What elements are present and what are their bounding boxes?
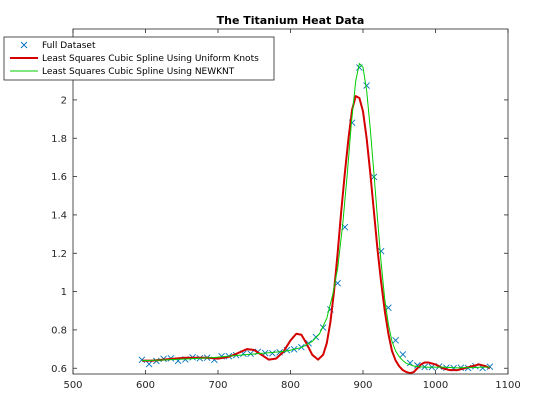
legend-label: Least Squares Cubic Spline Using NEWKNT [42,67,235,77]
y-tick-label: 0.8 [51,325,67,336]
series-layer [138,63,494,374]
plot-area [73,29,508,374]
x-tick-label: 500 [63,380,82,391]
data-point [399,351,407,358]
series-line-2 [141,63,490,369]
x-tick-label: 800 [281,380,300,391]
x-tick-label: 1100 [495,380,520,391]
data-point [247,350,254,358]
legend-marker-swatch [20,41,28,49]
data-point [145,360,153,368]
y-tick-label: 1.8 [51,134,67,145]
y-tick-label: 0.6 [51,364,67,375]
y-tick-label: 1 [61,287,67,298]
x-tick-label: 600 [136,380,155,391]
x-tick-label: 700 [208,380,227,391]
data-point [269,349,276,357]
chart-title: The Titanium Heat Data [217,14,365,27]
data-point [138,356,146,364]
legend: Full Dataset Least Squares Cubic Spline U… [3,36,275,81]
y-tick-label: 1.2 [51,249,67,260]
legend-box [3,36,275,81]
data-point [377,247,385,255]
y-tick-label: 1.6 [51,172,67,183]
axes-layer: 500 600 700 800 900 1000 1100 0.6 0.8 1 1.2 1.4 1.6 1… [51,28,521,391]
x-tick-label: 900 [353,380,372,391]
data-point [363,82,370,89]
series-line-1 [141,95,491,374]
x-tick-label: 1000 [423,380,448,391]
y-tick-label: 2 [61,95,67,106]
data-point [392,336,399,344]
legend-label: Least Squares Cubic Spline Using Uniform… [42,54,259,64]
legend-label: Full Dataset [42,41,96,51]
y-tick-label: 1.4 [51,210,67,221]
